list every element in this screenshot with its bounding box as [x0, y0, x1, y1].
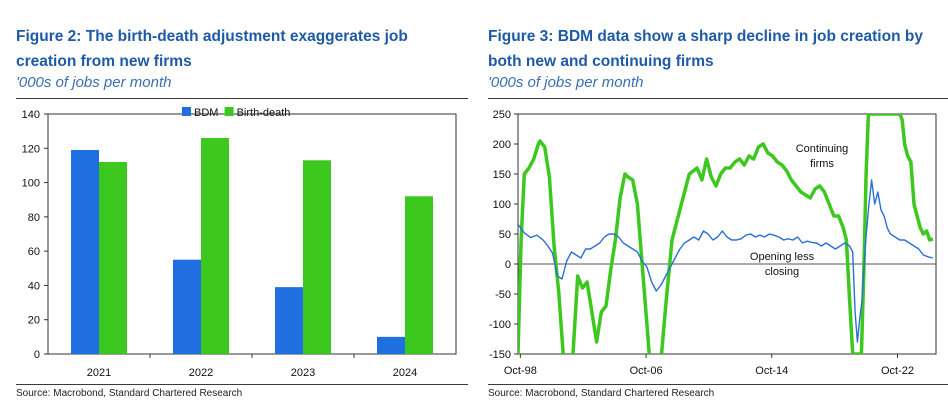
plot-frame [517, 113, 937, 355]
figure-2-top-rule [16, 98, 468, 99]
figure-2-panel: Figure 2: The birth-death adjustment exa… [0, 0, 468, 415]
figure-3-bottom-rule [488, 384, 948, 385]
series-continuing-firms [518, 114, 934, 354]
x-tick-label: 2021 [87, 367, 111, 379]
annotation-continuing-firms: Continuing firms [796, 143, 849, 170]
y-tick-label: 80 [28, 212, 40, 224]
legend-label: Birth-death [237, 107, 291, 119]
y-tick-label: 200 [493, 139, 511, 151]
x-tick-label: 2022 [189, 367, 213, 379]
figure-3-source: Source: Macrobond, Standard Chartered Re… [488, 388, 715, 399]
figure-3-top-rule [488, 98, 948, 99]
y-tick-label: -50 [495, 289, 511, 301]
y-tick-label: 0 [505, 259, 511, 271]
figure-2-title: Figure 2: The birth-death adjustment exa… [16, 28, 408, 70]
y-tick-label: 40 [28, 280, 40, 292]
y-tick-label: 20 [28, 315, 40, 327]
x-tick-label: 2023 [291, 367, 315, 379]
y-tick-label: 120 [22, 143, 40, 155]
legend-swatch [182, 107, 191, 116]
figure-2-bar-chart: 0 20 40 60 80 100 120 140 2021 2022 2023 2024 BDM Bir… [22, 107, 457, 379]
y-tick-label: 250 [493, 109, 511, 121]
x-tick-label: Oct-14 [755, 365, 788, 377]
legend-swatch [224, 107, 234, 116]
figure-3-panel: Figure 3: BDM data show a sharp decline … [480, 0, 948, 415]
series-opening-less-closing [518, 179, 934, 343]
x-tick-label: Oct-98 [504, 365, 537, 377]
x-tick-label: Oct-22 [881, 365, 914, 377]
y-tick-label: -150 [489, 349, 511, 361]
x-tick-label: Oct-06 [630, 365, 663, 377]
figure-3-subtitle: '000s of jobs per month [488, 74, 644, 91]
bar-bdm-2022 [173, 259, 201, 354]
bar-bdm-2023 [275, 287, 303, 354]
y-tick-label: -100 [489, 319, 511, 331]
figure-3-line-chart: -150 -100 -50 0 50 100 150 200 250 Oct-98 Oct-06 Oc… [489, 109, 937, 377]
figure-2-bottom-rule [16, 384, 468, 385]
y-tick-label: 60 [28, 246, 40, 258]
bar-birth-death-2022 [201, 138, 229, 354]
bar-birth-death-2023 [303, 160, 331, 354]
bar-birth-death-2021 [99, 162, 127, 354]
y-tick-label: 100 [493, 199, 511, 211]
figure-2-source: Source: Macrobond, Standard Chartered Re… [16, 388, 243, 399]
figure-2-subtitle: '000s of jobs per month [16, 74, 172, 91]
annotation-opening-less-closing: Opening less closing [750, 251, 815, 278]
y-tick-label: 100 [22, 178, 40, 190]
bar-bdm-2021 [71, 150, 99, 354]
bar-bdm-2024 [377, 336, 405, 354]
legend-label: BDM [194, 107, 218, 119]
y-tick-label: 50 [499, 229, 511, 241]
bar-birth-death-2024 [405, 196, 433, 354]
figure-3-title: Figure 3: BDM data show a sharp decline … [488, 28, 923, 70]
y-tick-label: 150 [493, 169, 511, 181]
y-tick-label: 140 [22, 109, 40, 121]
y-tick-label: 0 [34, 349, 40, 361]
x-tick-label: 2024 [393, 367, 417, 379]
